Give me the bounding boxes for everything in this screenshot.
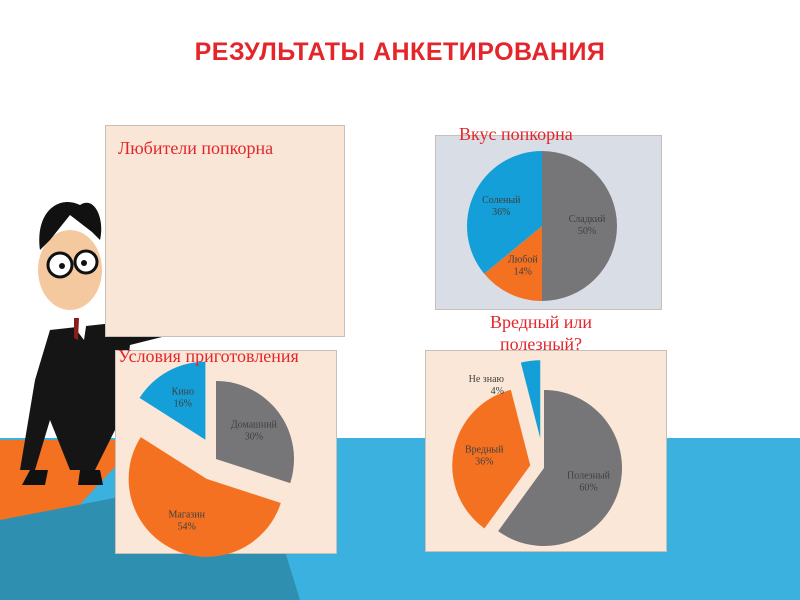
conditions-chart: Домашний 30% Магазин 54% Кино 16% Условия при… — [115, 346, 337, 557]
pie-data-label: Не знаю 4% — [469, 374, 505, 397]
conditions-pie: Домашний 30% Магазин 54% Кино 16% — [128, 361, 294, 557]
harm-chart: Полезный 60% Вредный 36% Не знаю 4% Вредный и… — [425, 312, 667, 552]
popcorn-lovers-box: Любители попкорна — [105, 125, 345, 337]
pie-slice-Домашний — [216, 381, 294, 484]
pie-slice-Сладкий — [542, 151, 617, 301]
pie-data-label: Домашний 30% — [231, 419, 278, 442]
slide-title: РЕЗУЛЬТАТЫ АНКЕТИРОВАНИЯ — [194, 38, 606, 66]
pie-data-label: Полезный 60% — [567, 470, 611, 493]
pie-slice-Кино — [139, 361, 206, 440]
harm-chart-title: Вредный или полезный? — [489, 312, 593, 354]
pie-slice-Магазин — [128, 437, 281, 557]
pie-data-label: Соленый 36% — [482, 195, 521, 218]
pie-data-label: Сладкий 50% — [569, 214, 606, 237]
popcorn-lovers-title: Любители попкорна — [118, 138, 274, 158]
taste-pie: Сладкий 50% Любой 14% Соленый 36% — [467, 151, 617, 301]
pie-slice-Полезный — [498, 390, 622, 546]
taste-chart: Сладкий 50% Любой 14% Соленый 36% Вкус попкор… — [435, 124, 662, 310]
pie-data-label: Любой 14% — [508, 255, 538, 278]
pie-slice-Соленый — [467, 151, 542, 274]
pie-data-label: Магазин 54% — [168, 509, 205, 532]
conditions-chart-title: Условия приготовления — [118, 346, 299, 366]
pie-data-label: Вредный 36% — [465, 445, 504, 468]
pie-slice-Вредный — [452, 389, 531, 529]
pie-data-label: Кино 16% — [172, 387, 194, 410]
harm-pie: Полезный 60% Вредный 36% Не знаю 4% — [452, 360, 622, 546]
pie-slice-Не знаю — [520, 360, 541, 439]
taste-chart-title: Вкус попкорна — [459, 124, 573, 144]
pie-slice-Любой — [484, 226, 542, 301]
